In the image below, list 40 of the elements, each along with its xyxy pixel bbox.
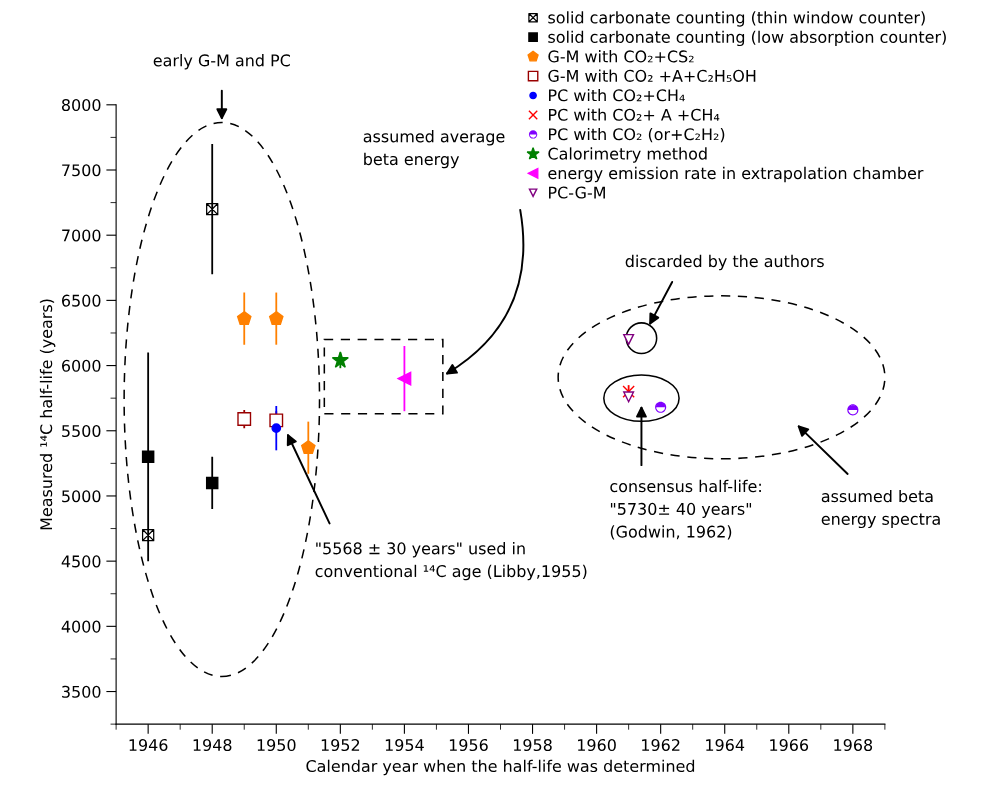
legend-label: Calorimetry method bbox=[548, 147, 707, 163]
legend-label: PC with CO₂+CH₄ bbox=[549, 88, 685, 102]
y-tick-label: 3500 bbox=[62, 685, 101, 698]
y-tick-label: 6000 bbox=[62, 359, 101, 372]
y-tick-label: 7500 bbox=[62, 164, 101, 177]
text: early G-M and PC bbox=[153, 54, 290, 70]
annotation: "5568 ± 30 years" used in conventional ¹⁴C age (Libby,1955) bbox=[315, 542, 587, 581]
annotation: discarded by the authors bbox=[625, 254, 824, 271]
legend-label: solid carbonate counting (thin window counter) bbox=[548, 11, 925, 27]
x-tick-label: 1958 bbox=[513, 738, 552, 752]
y-tick-label: 4000 bbox=[61, 620, 101, 633]
legend-label: solid carbonate counting (low absorption counter) bbox=[548, 30, 946, 47]
x-tick-label: 1952 bbox=[321, 738, 360, 752]
legend-label: PC-G-M bbox=[549, 186, 605, 199]
x-tick-label: 1954 bbox=[385, 738, 424, 752]
x-tick-label: 1964 bbox=[706, 738, 745, 752]
x-tick-label: 1956 bbox=[449, 738, 488, 752]
y-tick-label: 5500 bbox=[62, 424, 101, 438]
x-axis-title: Calendar year when the half-life was determined bbox=[306, 759, 695, 776]
legend-label: PC with CO₂ (or+C₂H₂) bbox=[549, 127, 725, 143]
x-tick-label: 1950 bbox=[257, 738, 296, 752]
legend-label: G-M with CO₂ +A+C₂H₅OH bbox=[548, 69, 756, 82]
x-tick-label: 1960 bbox=[578, 738, 616, 752]
x-tick-label: 1962 bbox=[642, 738, 680, 752]
annotation: assumed average beta energy bbox=[363, 130, 505, 169]
legend-label: G-M with CO₂+CS₂ bbox=[548, 50, 694, 63]
y-tick-label: 5000 bbox=[62, 490, 101, 503]
y-tick-label: 6500 bbox=[62, 294, 101, 307]
x-tick-label: 1948 bbox=[193, 738, 232, 752]
x-tick-label: 1946 bbox=[129, 738, 168, 752]
y-tick-label: 7000 bbox=[62, 229, 101, 242]
y-axis-title: Measured ¹⁴C half-life (years) bbox=[39, 299, 56, 530]
x-tick-label: 1968 bbox=[834, 738, 873, 752]
legend-label: energy emission rate in extrapolation chamber bbox=[548, 166, 924, 183]
annotation: assumed beta energy spectra bbox=[821, 489, 940, 529]
y-tick-label: 8000 bbox=[61, 99, 101, 112]
annotation: consensus half-life: "5730± 40 years" (Godwin, 1962) bbox=[610, 479, 761, 540]
x-tick-label: 1966 bbox=[770, 738, 809, 752]
y-tick-label: 4500 bbox=[61, 555, 101, 568]
legend-label: PC with CO₂+ A +CH₄ bbox=[549, 108, 720, 121]
